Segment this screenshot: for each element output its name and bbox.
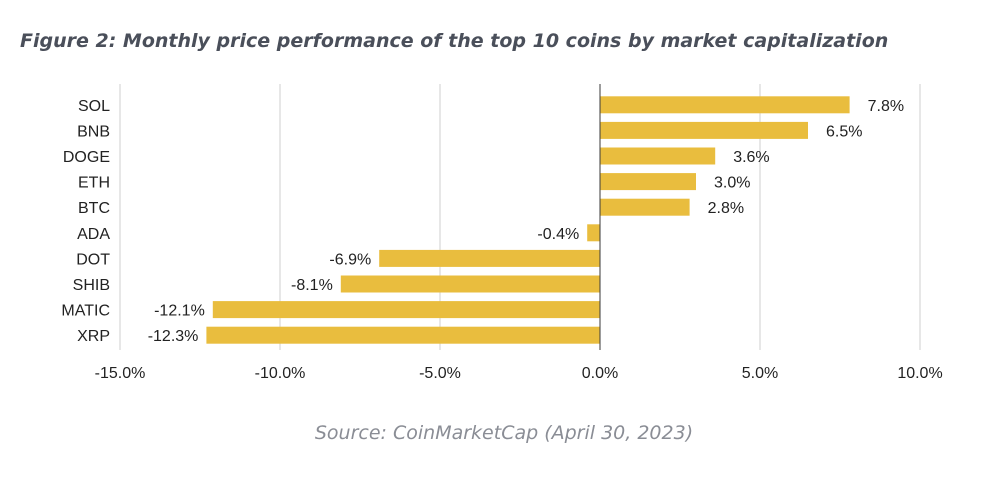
data-label: -0.4% — [537, 226, 579, 243]
category-label: BTC — [78, 200, 110, 217]
bars — [206, 96, 850, 344]
category-label: SOL — [78, 98, 110, 115]
bar-shib — [340, 275, 600, 293]
bar-matic — [212, 301, 601, 319]
data-label: 7.8% — [868, 98, 904, 115]
bar-doge — [600, 147, 716, 165]
data-label: -8.1% — [291, 277, 333, 294]
x-tick-label: -5.0% — [419, 365, 461, 382]
source-note: Source: CoinMarketCap (April 30, 2023) — [314, 422, 694, 444]
x-tick-label: 5.0% — [742, 365, 778, 382]
bar-ada — [587, 224, 600, 242]
bar-bnb — [600, 121, 808, 139]
data-label: 2.8% — [708, 200, 744, 217]
x-tick-label: -10.0% — [255, 365, 306, 382]
bar-xrp — [206, 326, 600, 344]
data-label: -12.3% — [148, 328, 199, 345]
data-labels: 7.8% 6.5% 3.6% 3.0% 2.8% -0.4% -6.9% -8.1% -12.1… — [148, 98, 904, 345]
category-label: ETH — [78, 175, 110, 192]
bar-eth — [600, 173, 696, 191]
data-label: 3.6% — [733, 149, 769, 166]
bar-btc — [600, 198, 690, 216]
category-label: XRP — [77, 328, 110, 345]
data-label: -12.1% — [154, 303, 205, 320]
x-tick-label: 0.0% — [582, 365, 618, 382]
x-tick-labels: -15.0% -10.0% -5.0% 0.0% 5.0% 10.0% — [95, 365, 943, 382]
x-tick-label: 10.0% — [897, 365, 942, 382]
category-label: BNB — [77, 123, 110, 140]
chart-title: Figure 2: Monthly price performance of t… — [20, 30, 889, 52]
x-tick-label: -15.0% — [95, 365, 146, 382]
bar-dot — [379, 249, 600, 267]
category-label: DOGE — [63, 149, 110, 166]
category-label: SHIB — [73, 277, 110, 294]
category-label: ADA — [77, 226, 110, 243]
bar-sol — [600, 96, 850, 114]
data-label: -6.9% — [329, 251, 371, 268]
category-label: MATIC — [61, 303, 110, 320]
category-labels: SOL BNB DOGE ETH BTC ADA DOT SHIB MATIC XRP — [61, 98, 110, 345]
category-label: DOT — [76, 251, 110, 268]
data-label: 3.0% — [714, 175, 750, 192]
data-label: 6.5% — [826, 123, 862, 140]
